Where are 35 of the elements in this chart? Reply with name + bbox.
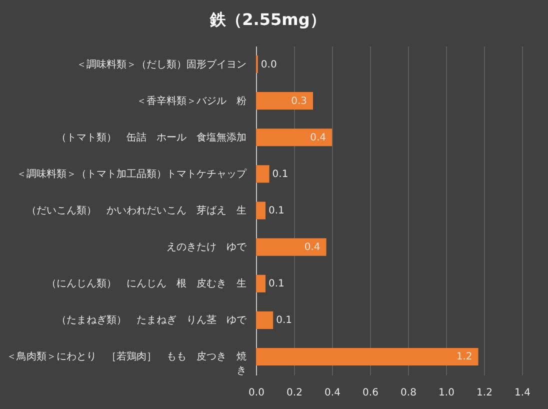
y-tick-label: ＜調味料類＞（だし類）固形ブイヨン [76,58,246,70]
bar [256,238,326,256]
x-tick-label: 0.6 [362,388,378,398]
x-tick-label: 1.0 [438,388,454,398]
x-tick-label: 1.2 [476,388,492,398]
data-label: 0.1 [268,206,284,216]
bar [256,92,313,110]
chart-title: 鉄（2.55mg） [209,10,326,29]
y-tick-label: （だいこん類） かいわれだいこん 芽ばえ 生 [26,204,246,216]
y-tick-label: （トマト類） 缶詰 ホール 食塩無添加 [56,131,246,144]
data-label: 1.2 [456,352,472,363]
bar [256,274,266,292]
x-tick-label: 0.2 [286,388,302,398]
bar [256,165,270,183]
bar [256,348,478,366]
x-tick-label: 1.4 [514,388,530,398]
y-tick-label: （にんじん類） にんじん 根 皮むき 生 [46,278,246,290]
data-label: 0.4 [310,132,326,144]
x-tick-label: 0.8 [400,388,416,398]
data-label: 0.3 [291,96,307,107]
y-tick-label: （たまねぎ類） たまねぎ りん茎 ゆで [56,314,248,326]
x-tick-label: 0.0 [248,388,264,398]
data-label: 0.1 [272,168,288,180]
y-tick-label: ＜香辛料類＞バジル 粉 [136,94,246,107]
bar [256,128,332,146]
y-tick-label: ＜調味料類＞（トマト加工品類）トマトケチャップ [16,168,248,180]
bar [256,311,274,329]
y-tick-label: ＜鳥肉類＞にわとり ［若鶏肉］ もも 皮つき 焼き [6,350,246,377]
bar [256,202,266,220]
x-tick-label: 0.4 [324,388,340,398]
data-label: 0.0 [260,59,277,70]
data-label: 0.1 [276,315,292,326]
data-label: 0.4 [304,242,320,254]
data-label: 0.1 [268,278,284,290]
y-tick-label: えのきたけ ゆで [166,242,248,254]
